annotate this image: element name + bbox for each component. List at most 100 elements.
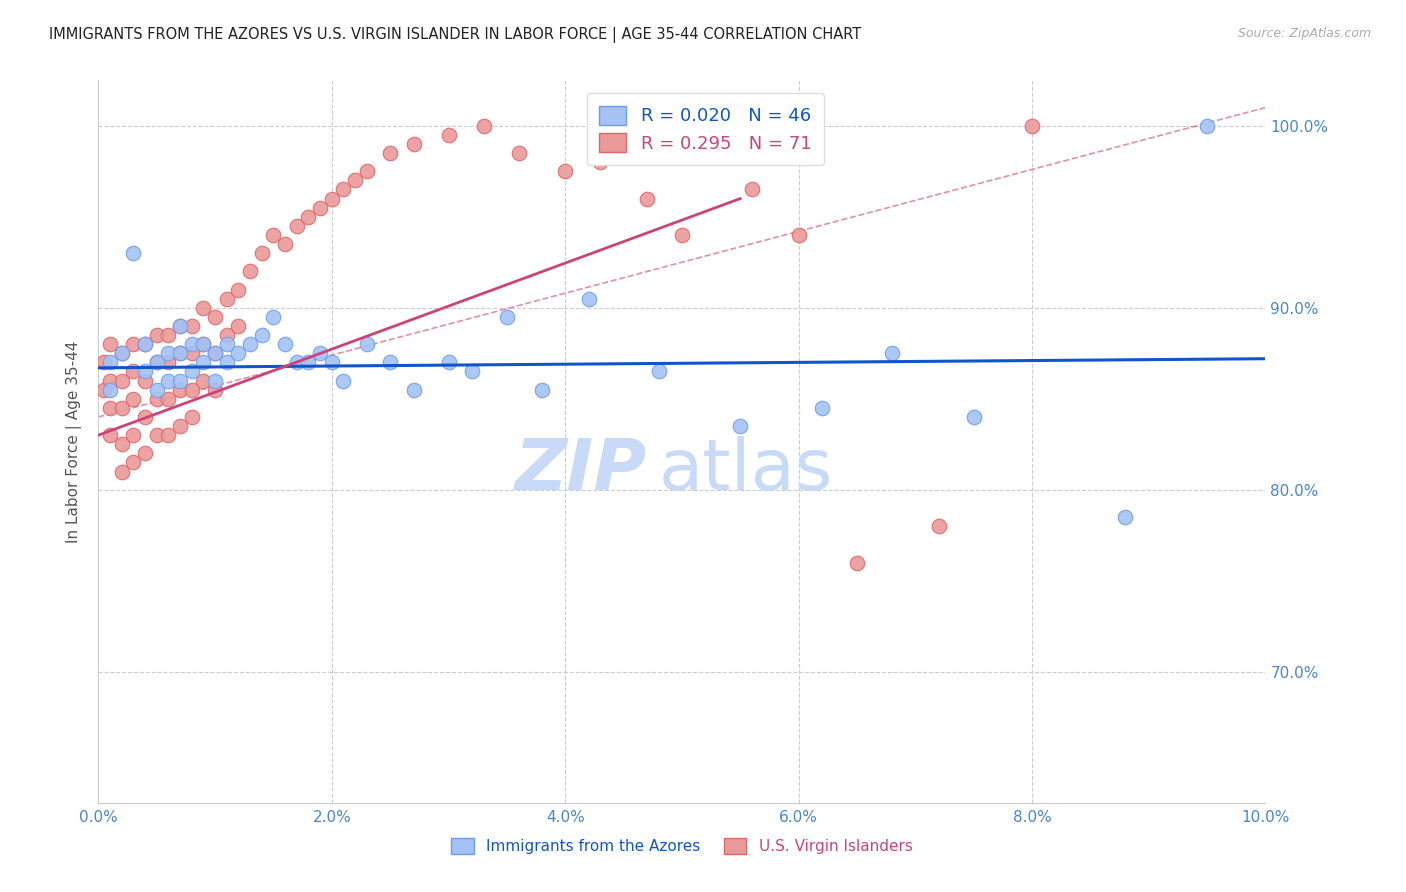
Point xyxy=(508,146,530,161)
Point xyxy=(157,392,180,406)
Point xyxy=(344,173,367,187)
Point xyxy=(111,401,134,415)
Point xyxy=(239,337,262,351)
Point xyxy=(111,346,134,360)
Point xyxy=(332,374,354,388)
Point xyxy=(146,392,169,406)
Point xyxy=(215,328,238,343)
Point xyxy=(98,383,121,397)
Point xyxy=(297,210,319,224)
Point xyxy=(274,337,297,351)
Point xyxy=(169,346,191,360)
Point xyxy=(496,310,519,324)
Point xyxy=(204,346,226,360)
Point xyxy=(530,383,553,397)
Point xyxy=(437,355,460,369)
Point xyxy=(285,355,308,369)
Point xyxy=(169,383,191,397)
Y-axis label: In Labor Force | Age 35-44: In Labor Force | Age 35-44 xyxy=(66,341,83,542)
Point xyxy=(250,328,273,343)
Point xyxy=(157,428,180,442)
Point xyxy=(636,192,658,206)
Point xyxy=(98,337,121,351)
Point xyxy=(962,409,984,424)
Point xyxy=(180,318,202,333)
Point xyxy=(122,455,145,469)
Point xyxy=(332,182,354,196)
Point xyxy=(169,318,191,333)
Text: Source: ZipAtlas.com: Source: ZipAtlas.com xyxy=(1237,27,1371,40)
Point xyxy=(193,355,215,369)
Point xyxy=(671,227,693,242)
Point xyxy=(204,383,226,397)
Point xyxy=(204,374,226,388)
Point xyxy=(880,346,903,360)
Point xyxy=(402,383,425,397)
Point xyxy=(239,264,262,278)
Point xyxy=(134,409,156,424)
Point xyxy=(228,346,250,360)
Point xyxy=(146,355,169,369)
Point xyxy=(928,519,950,533)
Text: atlas: atlas xyxy=(658,436,832,505)
Point xyxy=(846,556,869,570)
Point xyxy=(180,409,202,424)
Point xyxy=(146,428,169,442)
Point xyxy=(730,419,752,434)
Point xyxy=(180,337,202,351)
Legend: Immigrants from the Azores, U.S. Virgin Islanders: Immigrants from the Azores, U.S. Virgin … xyxy=(446,832,918,860)
Point xyxy=(169,346,191,360)
Point xyxy=(134,364,156,378)
Point xyxy=(180,364,202,378)
Point xyxy=(380,355,402,369)
Point xyxy=(204,346,226,360)
Point xyxy=(589,155,612,169)
Point xyxy=(250,246,273,260)
Point xyxy=(297,355,319,369)
Point xyxy=(169,374,191,388)
Point xyxy=(111,374,134,388)
Point xyxy=(122,337,145,351)
Point xyxy=(146,328,169,343)
Point xyxy=(193,337,215,351)
Point xyxy=(98,374,121,388)
Point xyxy=(169,318,191,333)
Point xyxy=(437,128,460,142)
Point xyxy=(111,346,134,360)
Point xyxy=(461,364,484,378)
Point xyxy=(741,182,763,196)
Point xyxy=(146,383,169,397)
Point xyxy=(647,364,669,378)
Text: IMMIGRANTS FROM THE AZORES VS U.S. VIRGIN ISLANDER IN LABOR FORCE | AGE 35-44 CO: IMMIGRANTS FROM THE AZORES VS U.S. VIRGI… xyxy=(49,27,862,43)
Point xyxy=(180,346,202,360)
Point xyxy=(215,355,238,369)
Point xyxy=(787,227,810,242)
Point xyxy=(204,310,226,324)
Point xyxy=(169,419,191,434)
Point xyxy=(356,164,378,178)
Point xyxy=(1195,119,1218,133)
Point xyxy=(157,346,180,360)
Point xyxy=(180,383,202,397)
Point xyxy=(811,401,834,415)
Point xyxy=(578,292,600,306)
Text: ZIP: ZIP xyxy=(515,436,647,505)
Point xyxy=(193,337,215,351)
Point xyxy=(285,219,308,233)
Point xyxy=(554,164,576,178)
Point xyxy=(1114,510,1136,524)
Point xyxy=(122,364,145,378)
Point xyxy=(356,337,378,351)
Point xyxy=(193,301,215,315)
Point xyxy=(157,374,180,388)
Point xyxy=(262,310,284,324)
Point xyxy=(262,227,284,242)
Point xyxy=(134,337,156,351)
Point xyxy=(321,192,343,206)
Point xyxy=(274,237,297,252)
Point xyxy=(309,201,332,215)
Point xyxy=(309,346,332,360)
Point xyxy=(146,355,169,369)
Point xyxy=(122,428,145,442)
Point xyxy=(98,355,121,369)
